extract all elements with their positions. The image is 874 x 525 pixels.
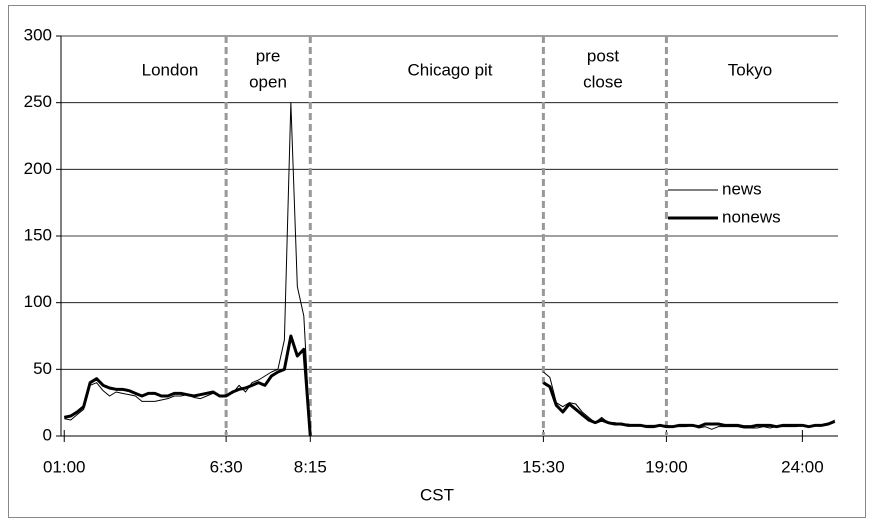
x-tick-label: 6:30: [210, 457, 243, 476]
y-tick-label: 150: [24, 225, 52, 244]
x-tick-label: 24:00: [781, 457, 824, 476]
y-tick-label: 250: [24, 92, 52, 111]
y-tick-label: 100: [24, 292, 52, 311]
session-label: post: [587, 46, 619, 65]
x-tick-label: 8:15: [294, 457, 327, 476]
session-label: London: [142, 60, 199, 79]
y-tick-label: 0: [43, 425, 52, 444]
session-label: Tokyo: [728, 60, 772, 79]
legend-label: nonews: [722, 207, 781, 226]
y-tick-label: 300: [24, 25, 52, 44]
session-label: pre: [256, 46, 281, 65]
session-label: open: [249, 72, 287, 91]
plot: [56, 35, 838, 442]
series-line: [63, 334, 836, 437]
x-tick-label: 19:00: [645, 457, 688, 476]
session-label: close: [583, 72, 623, 91]
y-tick-label: 50: [33, 359, 52, 378]
session-label: Chicago pit: [407, 60, 492, 79]
x-tick-label: 01:00: [43, 457, 86, 476]
x-tick-label: 15:30: [522, 457, 565, 476]
chart-border: [8, 5, 866, 518]
y-tick-label: 200: [24, 159, 52, 178]
legend-label: news: [722, 179, 762, 198]
x-axis-label: CST: [420, 485, 454, 504]
